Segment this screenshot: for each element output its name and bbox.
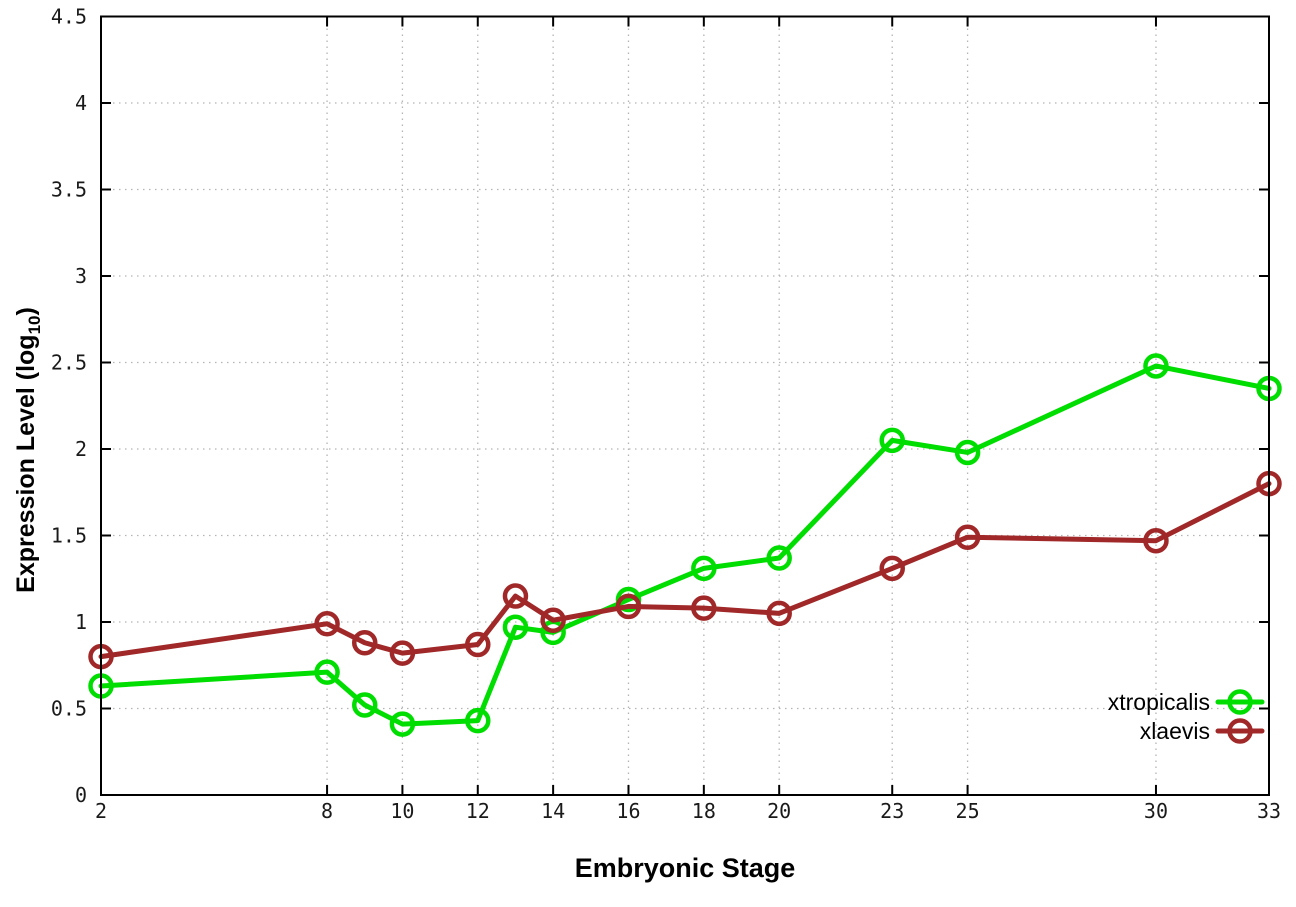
data-point-xtropicalis — [879, 427, 905, 454]
data-point-xlaevis — [314, 610, 340, 637]
x-axis-title: Embryonic Stage — [575, 853, 796, 883]
data-point-xlaevis — [879, 555, 905, 582]
x-tick-label: 12 — [466, 799, 490, 823]
data-point-xtropicalis — [954, 439, 981, 466]
data-point-xtropicalis — [351, 692, 378, 718]
x-tick-label: 16 — [616, 799, 640, 823]
legend-marker-xlaevis — [1227, 718, 1253, 744]
y-tick-label: 3.5 — [51, 178, 87, 202]
data-point-xlaevis — [351, 630, 378, 656]
y-tick-label: 1 — [75, 610, 87, 634]
y-tick-label: 0 — [75, 783, 87, 807]
data-point-xtropicalis — [502, 614, 529, 640]
y-tick-label: 4 — [75, 91, 87, 115]
x-tick-label: 18 — [692, 799, 716, 823]
legend-marker-xtropicalis — [1227, 689, 1253, 715]
data-point-xlaevis — [1143, 527, 1169, 554]
data-point-xlaevis — [502, 583, 529, 609]
y-tick-label: 2 — [75, 437, 87, 461]
data-point-xtropicalis — [766, 545, 792, 571]
plot-border — [100, 15, 1270, 796]
x-tick-label: 8 — [321, 799, 333, 823]
data-point-xlaevis — [540, 607, 566, 634]
data-point-xlaevis — [691, 595, 717, 621]
y-axis-title: Expression Level (log10) — [12, 307, 44, 593]
y-tick-label: 3 — [75, 264, 87, 288]
y-tick-label: 1.5 — [51, 524, 87, 548]
data-point-xlaevis — [954, 524, 981, 550]
legend-label-xlaevis: xlaevis — [1140, 718, 1210, 744]
legend-label-xtropicalis: xtropicalis — [1108, 689, 1210, 715]
data-point-xtropicalis — [465, 707, 491, 734]
y-tick-label: 2.5 — [51, 351, 87, 375]
x-tick-label: 30 — [1144, 799, 1168, 823]
data-point-xtropicalis — [1143, 353, 1169, 379]
series-line-xtropicalis — [98, 363, 1272, 727]
x-tick-label: 14 — [541, 799, 565, 823]
y-tick-label: 0.5 — [51, 697, 87, 721]
data-point-xlaevis — [615, 593, 642, 620]
x-tick-label: 10 — [390, 799, 414, 823]
data-point-xlaevis — [389, 640, 416, 666]
data-point-xlaevis — [766, 600, 792, 627]
x-tick-label: 2 — [95, 799, 107, 823]
x-tick-label: 23 — [880, 799, 904, 823]
data-point-xtropicalis — [389, 711, 416, 737]
data-point-xlaevis — [465, 631, 491, 658]
data-point-xtropicalis — [314, 659, 340, 685]
series-line-xlaevis — [98, 481, 1272, 660]
x-tick-label: 20 — [767, 799, 791, 823]
y-tick-label: 4.5 — [51, 5, 87, 29]
data-point-xtropicalis — [691, 555, 717, 582]
x-tick-label: 25 — [956, 799, 980, 823]
x-tick-label: 33 — [1257, 799, 1281, 823]
